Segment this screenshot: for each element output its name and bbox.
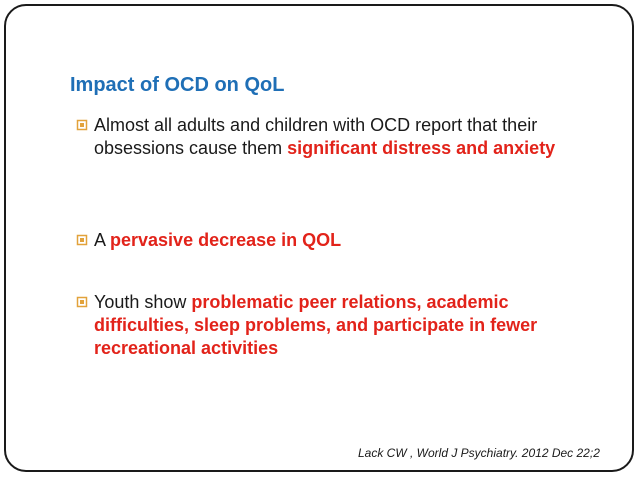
square-bullet-icon	[76, 296, 88, 308]
bullet-item-distress: Almost all adults and children with OCD …	[76, 114, 596, 160]
bullet-highlight-text: significant distress and anxiety	[287, 138, 556, 158]
square-bullet-icon	[76, 119, 88, 131]
bullet-text: A pervasive decrease in QOL	[94, 229, 596, 252]
slide-title: Impact of OCD on QoL	[70, 74, 285, 96]
slide-frame: Impact of OCD on QoL Almost all adults a…	[4, 4, 634, 472]
citation: Lack CW , World J Psychiatry. 2012 Dec 2…	[358, 446, 600, 460]
bullet-text: Almost all adults and children with OCD …	[94, 114, 596, 160]
bullet-item-qol: A pervasive decrease in QOL	[76, 229, 596, 252]
bullet-plain-text: Almost all adults and children with OCD …	[94, 115, 538, 158]
bullet-plain-text: Youth show	[94, 292, 192, 312]
bullet-text: Youth show problematic peer relations, a…	[94, 291, 596, 360]
bullet-highlight-text: pervasive decrease in QOL	[110, 230, 342, 250]
bullet-highlight-text: problematic peer relations, academic dif…	[94, 292, 538, 358]
bullet-item-youth: Youth show problematic peer relations, a…	[76, 291, 596, 360]
bullet-plain-text: A	[94, 230, 111, 250]
square-bullet-icon	[76, 234, 88, 246]
